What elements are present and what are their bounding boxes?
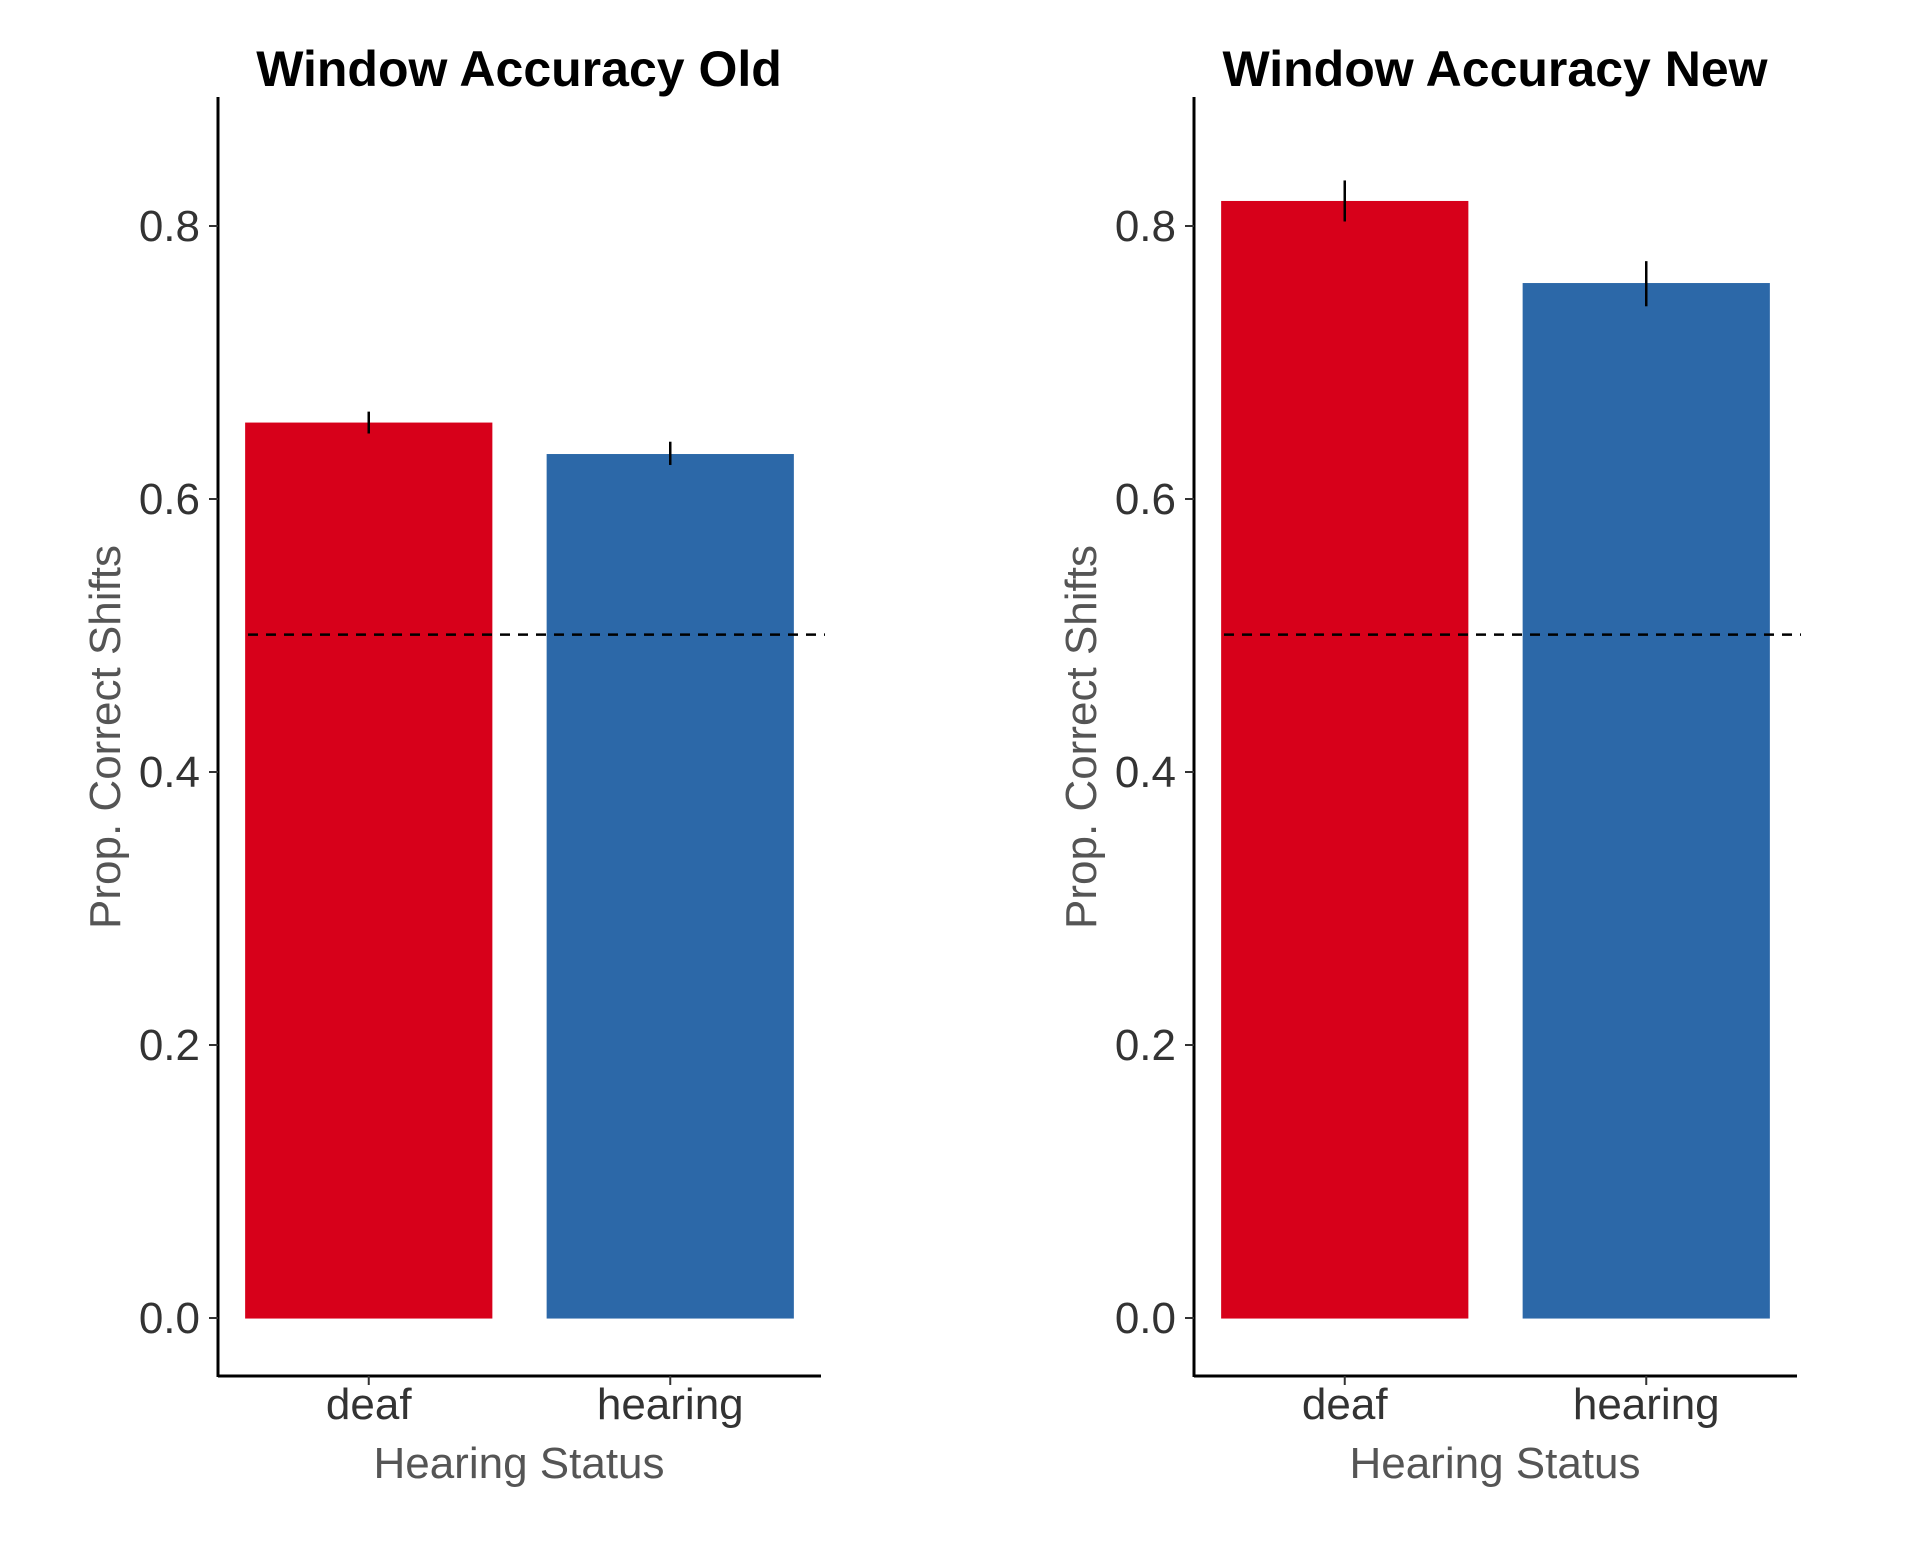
chart-title: Window Accuracy Old [256, 41, 782, 97]
panel-window-accuracy-old: Window Accuracy Old Prop. Correct Shifts… [81, 41, 825, 1488]
x-tick-label-hearing: hearing [597, 1380, 744, 1429]
y-tick-label: 0.2 [139, 1021, 200, 1070]
x-axis-title: Hearing Status [1349, 1439, 1640, 1488]
chart-title: Window Accuracy New [1222, 41, 1767, 97]
y-tick-label: 0.4 [139, 748, 200, 797]
bar-deaf [245, 422, 493, 1319]
x-tick-label-hearing: hearing [1573, 1380, 1720, 1429]
y-tick-label: 0.0 [139, 1294, 200, 1343]
y-tick-label: 0.0 [1115, 1294, 1176, 1343]
bar-hearing [1522, 283, 1770, 1319]
y-tick-label: 0.8 [1115, 202, 1176, 251]
x-tick-label-deaf: deaf [326, 1380, 412, 1429]
y-tick-label: 0.6 [1115, 475, 1176, 524]
bar-deaf [1221, 200, 1469, 1319]
panel-window-accuracy-new: Window Accuracy New Prop. Correct Shifts… [1057, 41, 1801, 1488]
x-ticks: deaf hearing [326, 1376, 744, 1429]
y-tick-label: 0.8 [139, 202, 200, 251]
y-tick-label: 0.2 [1115, 1021, 1176, 1070]
x-ticks: deaf hearing [1302, 1376, 1720, 1429]
bar-hearing [546, 454, 794, 1319]
x-axis-title: Hearing Status [373, 1439, 664, 1488]
y-tick-label: 0.4 [1115, 748, 1176, 797]
y-axis-title: Prop. Correct Shifts [1057, 545, 1106, 929]
y-tick-label: 0.6 [139, 475, 200, 524]
y-ticks: 0.0 0.2 0.4 0.6 0.8 [139, 202, 218, 1343]
y-axis-title: Prop. Correct Shifts [81, 545, 130, 929]
x-tick-label-deaf: deaf [1302, 1380, 1388, 1429]
y-ticks: 0.0 0.2 0.4 0.6 0.8 [1115, 202, 1194, 1343]
